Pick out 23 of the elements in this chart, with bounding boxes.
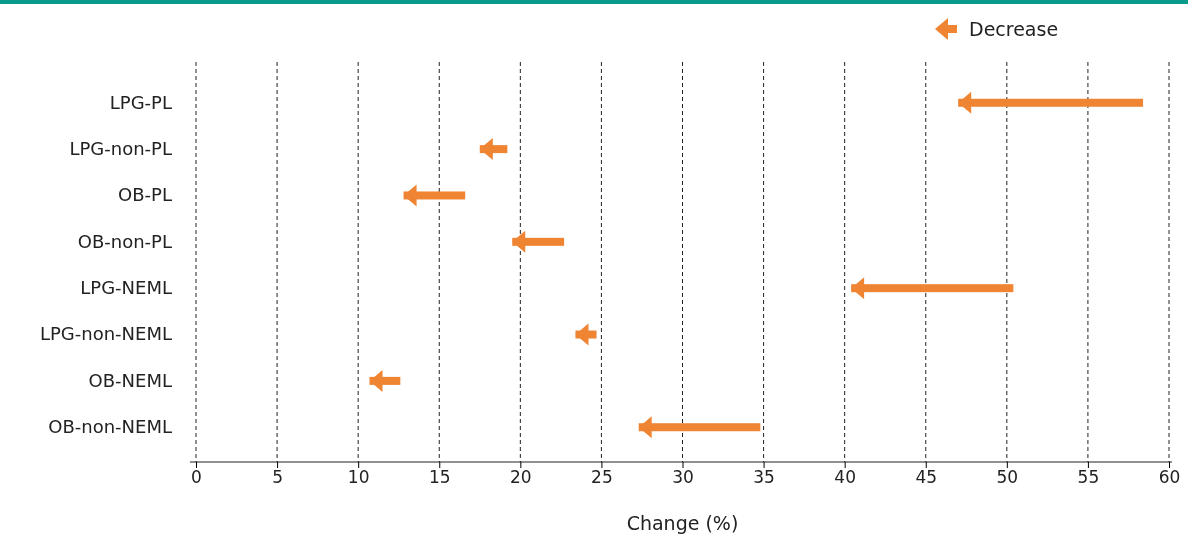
x-tick-label: 10 xyxy=(347,467,370,488)
x-tick-label: 15 xyxy=(428,467,451,488)
y-tick-label: OB-non-PL xyxy=(77,230,172,252)
x-tick-label: 45 xyxy=(915,467,938,488)
y-tick-label: OB-non-NEML xyxy=(48,416,172,437)
x-tick-label: 20 xyxy=(510,467,532,488)
x-tick-label: 50 xyxy=(996,467,1019,488)
y-tick-label: OB-PL xyxy=(118,184,172,206)
y-tick-label: LPG-PL xyxy=(109,91,172,113)
x-tick-label: 60 xyxy=(1158,467,1181,488)
x-tick-label: 5 xyxy=(272,467,283,488)
y-tick-label: LPG-non-NEML xyxy=(39,323,172,345)
x-tick-label: 0 xyxy=(191,467,202,488)
x-tick-label: 40 xyxy=(834,467,856,488)
x-tick-label: 55 xyxy=(1077,467,1100,488)
x-tick-label: 25 xyxy=(591,467,613,488)
x-axis-title: Change (%) xyxy=(626,512,739,534)
x-tick-label: 30 xyxy=(672,467,694,488)
x-tick-label: 35 xyxy=(753,467,775,488)
y-tick-label: LPG-NEML xyxy=(80,276,172,298)
y-tick-label: OB-NEML xyxy=(88,369,172,391)
legend-label: Decrease xyxy=(969,18,1059,40)
y-tick-label: LPG-non-PL xyxy=(69,137,172,159)
